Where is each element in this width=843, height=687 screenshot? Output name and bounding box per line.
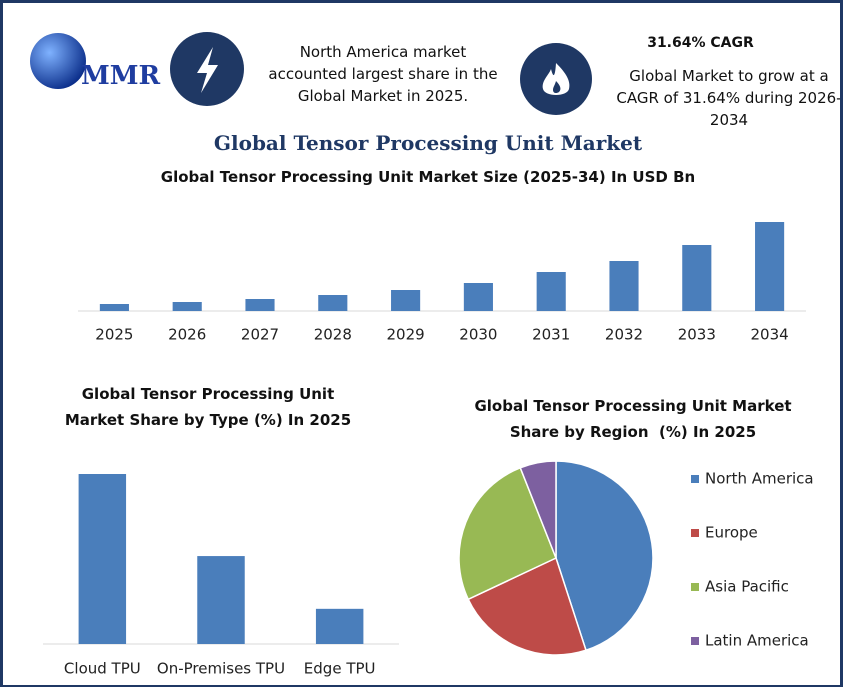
x-tick-label: 2030 bbox=[459, 326, 497, 344]
bar bbox=[197, 556, 245, 644]
bar bbox=[682, 245, 712, 311]
bar bbox=[78, 474, 127, 644]
bar bbox=[318, 295, 348, 311]
x-tick-label: 2029 bbox=[387, 326, 425, 344]
cagr-text: Global Market to grow at a CAGR of 31.64… bbox=[616, 67, 842, 129]
logo-text: MMR bbox=[81, 61, 161, 91]
flame bbox=[542, 63, 570, 95]
bolt bbox=[197, 47, 218, 93]
chart-title: Global Tensor Processing Unit Market Sha… bbox=[64, 385, 352, 429]
bar bbox=[391, 290, 421, 311]
fact-text: North America market accounted largest s… bbox=[268, 43, 498, 105]
cagr-title: 31.64% CAGR bbox=[647, 35, 754, 51]
x-tick-label: Cloud TPU bbox=[64, 660, 141, 678]
x-tick-label: 2025 bbox=[95, 326, 133, 344]
legend-swatch bbox=[691, 475, 699, 483]
x-tick-label: 2034 bbox=[751, 326, 789, 344]
bar bbox=[99, 304, 129, 311]
flame-core bbox=[553, 81, 561, 94]
chart-canvas: MMR 2025 2026 2027 2028 2029 2030 2031 2032 2033… bbox=[30, 32, 814, 678]
bar bbox=[172, 302, 202, 311]
x-tick-label: 2027 bbox=[241, 326, 279, 344]
bar bbox=[315, 608, 364, 644]
legend-label: Asia Pacific bbox=[705, 578, 789, 596]
bar bbox=[245, 299, 275, 311]
legend-label: Europe bbox=[705, 524, 758, 542]
legend-swatch bbox=[691, 637, 699, 645]
x-tick-label: On-Premises TPU bbox=[157, 660, 285, 678]
bar bbox=[755, 222, 785, 311]
x-tick-label: 2031 bbox=[532, 326, 570, 344]
logo-globe bbox=[30, 33, 86, 89]
x-tick-label: Edge TPU bbox=[304, 660, 376, 678]
pie-slice bbox=[458, 466, 557, 601]
chart-title: Global Tensor Processing Unit Market Sha… bbox=[474, 397, 797, 441]
bar bbox=[536, 272, 566, 311]
bar bbox=[609, 261, 639, 311]
x-tick-label: 2028 bbox=[314, 326, 352, 344]
legend-swatch bbox=[691, 583, 699, 591]
legend-swatch bbox=[691, 529, 699, 537]
pie-slice bbox=[555, 460, 654, 652]
legend-label: North America bbox=[705, 470, 814, 488]
chart-title: Global Tensor Processing Unit Market Siz… bbox=[160, 168, 696, 186]
legend-label: Latin America bbox=[705, 632, 809, 650]
pie-slice bbox=[467, 556, 587, 656]
x-tick-label: 2033 bbox=[678, 326, 716, 344]
x-tick-label: 2026 bbox=[168, 326, 206, 344]
main-title: Global Tensor Processing Unit Market bbox=[213, 131, 643, 155]
x-tick-label: 2032 bbox=[605, 326, 643, 344]
pie-slice bbox=[519, 460, 557, 559]
bar bbox=[463, 283, 493, 311]
